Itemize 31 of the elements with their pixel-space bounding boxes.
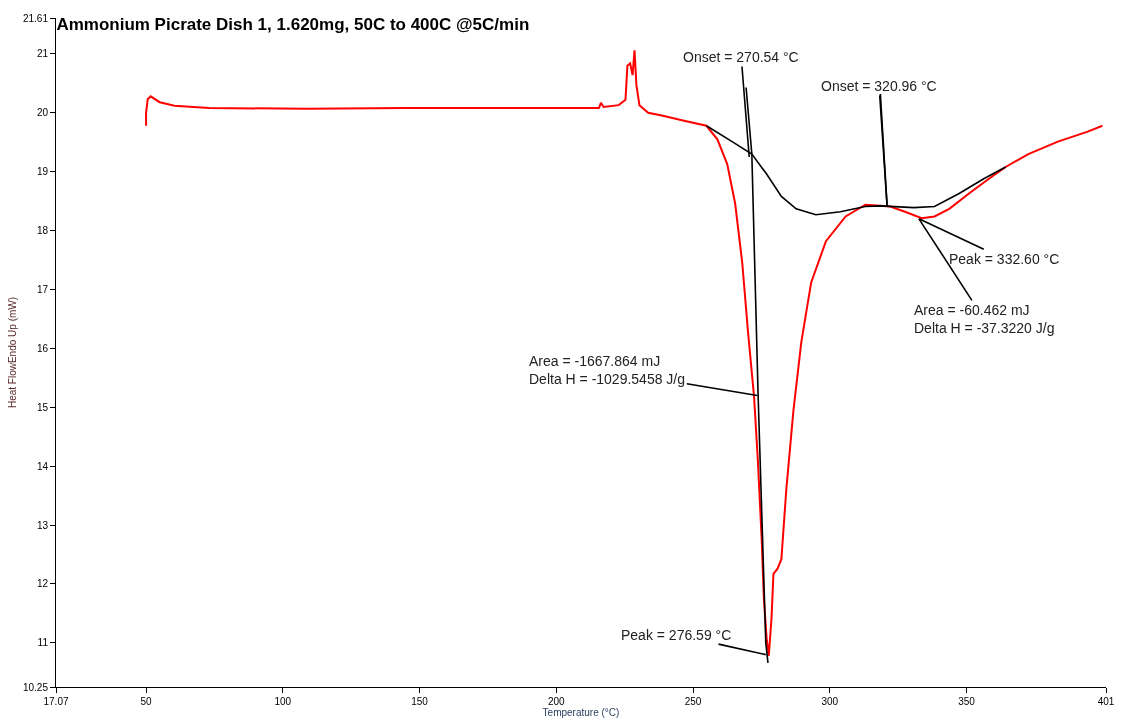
y-tick-label: 15 (36, 401, 49, 413)
x-tick-label: 300 (821, 696, 839, 707)
chart-title: Ammonium Picrate Dish 1, 1.620mg, 50C to 400C @5C/min (56, 15, 530, 35)
x-axis-title: Temperature (°C) (542, 707, 620, 718)
y-tick-label: 16 (36, 342, 49, 354)
y-tick-label: 18 (36, 225, 49, 237)
y-tick-label: 11 (37, 637, 49, 649)
y-tick-label: 21.61 (22, 12, 49, 24)
annotation: Onset = 320.96 °C (821, 78, 937, 94)
x-tick-label: 150 (411, 696, 429, 707)
y-tick-label: 12 (36, 578, 49, 590)
x-tick-label: 401 (1097, 696, 1115, 707)
x-tick-label: 17.07 (43, 696, 69, 707)
annotation: Peak = 276.59 °C (621, 627, 732, 643)
annotation: Onset = 270.54 °C (683, 49, 799, 65)
y-tick-label: 21 (36, 48, 49, 60)
x-tick-label: 50 (140, 696, 153, 707)
y-axis-title: Heat FlowEndo Up (mW) (6, 296, 18, 409)
x-tick-label: 250 (684, 696, 702, 707)
y-tick-label: 13 (36, 519, 49, 531)
x-tick-label: 200 (547, 696, 566, 707)
x-tick-label: 350 (958, 696, 976, 707)
annotation: Area = -60.462 mJ Delta H = -37.3220 J/g (914, 302, 1055, 337)
annotation: Area = -1667.864 mJ Delta H = -1029.5458 J/g (529, 353, 686, 388)
y-tick-label: 19 (36, 166, 49, 178)
y-tick-label: 10.25 (22, 681, 49, 693)
x-tick-label: 100 (274, 696, 292, 707)
y-tick-label: 14 (36, 460, 49, 472)
annotation: Peak = 332.60 °C (949, 251, 1060, 267)
y-tick-label: 17 (36, 283, 49, 295)
y-tick-label: 20 (36, 107, 49, 119)
